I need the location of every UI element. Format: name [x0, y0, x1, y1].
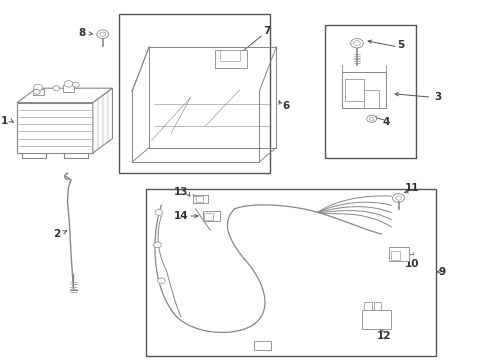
Bar	[146, 189, 435, 356]
Circle shape	[392, 194, 404, 202]
Bar	[364, 302, 371, 310]
Text: 5: 5	[397, 40, 404, 50]
Circle shape	[100, 32, 105, 36]
Text: 13: 13	[173, 186, 188, 197]
Text: 4: 4	[382, 117, 389, 127]
Circle shape	[64, 81, 73, 87]
Circle shape	[72, 82, 79, 87]
Bar	[119, 14, 270, 173]
Circle shape	[395, 196, 401, 200]
Bar	[203, 211, 220, 221]
Circle shape	[53, 86, 60, 91]
Text: 8: 8	[79, 28, 85, 39]
Circle shape	[368, 117, 373, 121]
Circle shape	[97, 30, 108, 39]
Bar	[342, 72, 386, 108]
Text: 12: 12	[376, 330, 390, 341]
Bar	[193, 195, 207, 203]
Bar	[33, 89, 43, 95]
Circle shape	[350, 39, 363, 48]
Bar	[390, 251, 399, 260]
Circle shape	[366, 115, 376, 122]
Bar	[195, 196, 203, 202]
Polygon shape	[93, 88, 112, 153]
Text: 14: 14	[173, 211, 188, 221]
Polygon shape	[17, 103, 93, 153]
Polygon shape	[17, 88, 112, 103]
Circle shape	[157, 278, 165, 284]
Bar	[325, 25, 415, 158]
Circle shape	[155, 210, 163, 215]
Bar	[388, 247, 408, 261]
Bar	[344, 79, 364, 101]
Text: 9: 9	[438, 267, 445, 277]
Text: 10: 10	[404, 258, 419, 269]
Text: 1: 1	[1, 116, 8, 126]
Circle shape	[34, 84, 42, 91]
Circle shape	[33, 89, 40, 94]
Bar	[63, 85, 74, 92]
Text: 3: 3	[433, 92, 440, 102]
Bar	[361, 310, 390, 329]
Circle shape	[153, 242, 161, 248]
Bar	[254, 341, 271, 350]
Bar	[215, 50, 246, 68]
Bar	[373, 302, 381, 310]
Circle shape	[353, 41, 360, 46]
Text: 6: 6	[282, 101, 289, 111]
Text: 7: 7	[262, 26, 270, 36]
Text: 2: 2	[53, 229, 60, 239]
Bar	[204, 213, 213, 220]
Bar	[220, 50, 239, 61]
Bar	[364, 90, 378, 108]
Text: 11: 11	[404, 183, 419, 193]
